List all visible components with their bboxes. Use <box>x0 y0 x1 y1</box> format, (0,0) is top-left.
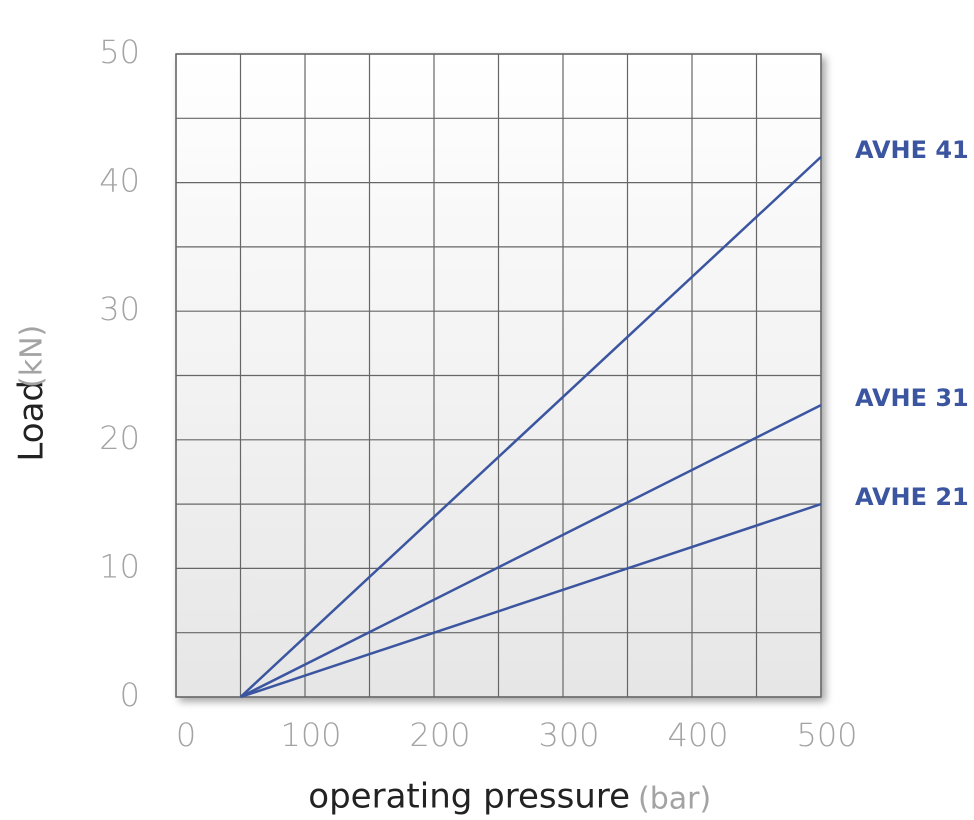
x-tick-label: 400 <box>667 716 728 754</box>
y-axis-label: Load <box>12 380 52 462</box>
x-tick-label: 200 <box>409 716 470 754</box>
y-tick-label: 50 <box>99 33 140 71</box>
y-tick-label: 10 <box>99 547 140 585</box>
series-label: AVHE 31 <box>855 384 969 412</box>
y-tick-label: 0 <box>120 676 140 714</box>
x-tick-label: 100 <box>280 716 341 754</box>
y-tick-label: 30 <box>99 290 140 328</box>
series-line <box>240 502 822 699</box>
series-line <box>239 403 822 699</box>
y-tick-label: 20 <box>99 419 140 457</box>
x-axis-label: operating pressure <box>308 777 630 817</box>
series-label: AVHE 41 <box>855 136 969 164</box>
x-tick-label: 0 <box>176 716 196 754</box>
x-axis-unit: (bar) <box>638 782 711 817</box>
y-tick-label: 40 <box>99 162 140 200</box>
series-line <box>239 155 822 698</box>
x-tick-label: 300 <box>538 716 599 754</box>
y-axis-unit: (kN) <box>15 325 50 388</box>
x-tick-label: 500 <box>796 716 857 754</box>
series-label: AVHE 21 <box>855 483 969 511</box>
